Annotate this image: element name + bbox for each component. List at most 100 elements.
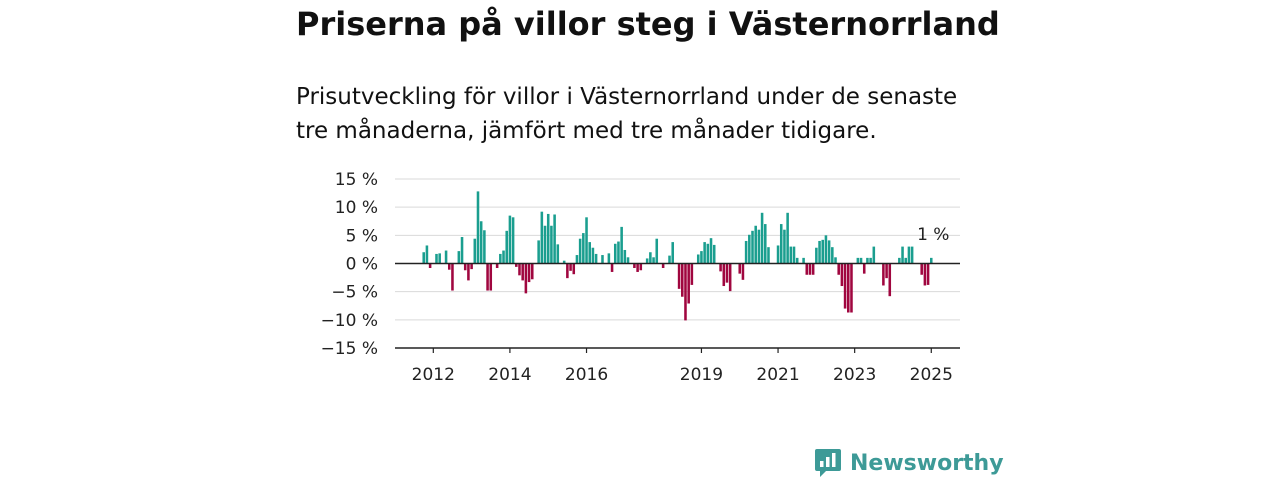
bar	[649, 252, 652, 264]
bar	[578, 238, 582, 264]
bar	[846, 263, 850, 313]
chart-subtitle: Prisutveckling för villor i Västernorrla…	[296, 84, 958, 144]
brand-name: Newsworthy	[850, 450, 1004, 476]
y-tick-label: −10 %	[321, 311, 378, 331]
bar	[486, 263, 489, 291]
bar	[789, 246, 793, 264]
bar	[607, 253, 611, 264]
bar	[904, 257, 908, 264]
bar	[920, 263, 923, 275]
bar	[856, 257, 860, 264]
bar	[623, 249, 627, 264]
y-tick-label: 5 %	[346, 226, 378, 246]
bar	[684, 263, 687, 321]
newsworthy-logo-icon	[815, 449, 841, 477]
bar	[524, 263, 528, 294]
bar	[460, 237, 464, 264]
bar	[428, 263, 432, 269]
bar	[687, 263, 690, 304]
last-value-label: 1 %	[917, 225, 949, 245]
bar	[815, 247, 818, 264]
bar	[866, 257, 869, 264]
bar	[502, 250, 505, 264]
bar	[751, 230, 754, 264]
bar	[767, 247, 770, 264]
bar	[712, 244, 716, 264]
bar	[696, 254, 700, 264]
bar	[422, 252, 426, 264]
bar	[869, 257, 872, 264]
bar	[601, 255, 604, 264]
bar	[562, 260, 566, 264]
bar	[681, 263, 684, 297]
newsworthy-logo: Newsworthy	[814, 446, 1004, 480]
x-tick-label: 2021	[756, 365, 799, 385]
bars	[422, 191, 933, 321]
bar	[754, 225, 757, 264]
bar	[530, 263, 534, 280]
x-tick-label: 2012	[412, 365, 455, 385]
bar	[850, 263, 853, 313]
bar	[575, 255, 579, 264]
x-tick-label: 2014	[488, 365, 531, 385]
x-tick-label: 2019	[680, 365, 723, 385]
bar	[476, 191, 480, 264]
bar	[677, 263, 681, 289]
bar	[923, 263, 927, 286]
bar	[505, 230, 508, 264]
bar	[588, 242, 591, 264]
bar	[633, 263, 636, 269]
bar	[888, 263, 892, 297]
bar	[613, 243, 617, 264]
bar	[540, 211, 544, 264]
x-axis: 2012 2014 2016 2019 2021 2023 2025	[395, 347, 960, 385]
bar	[824, 235, 828, 264]
bar	[910, 246, 914, 264]
y-tick-label: 15 %	[335, 170, 378, 190]
bar	[473, 238, 477, 264]
bar	[885, 263, 888, 279]
bar	[457, 251, 461, 264]
bar	[425, 245, 429, 264]
bar	[898, 257, 901, 264]
bar	[805, 263, 809, 275]
bar	[556, 244, 560, 264]
bar	[779, 224, 783, 264]
bar	[690, 263, 694, 285]
bar	[827, 240, 831, 264]
y-tick-label: −5 %	[331, 283, 378, 303]
bar	[636, 263, 639, 272]
bar	[808, 263, 812, 275]
bar	[929, 257, 933, 264]
bar	[489, 263, 493, 291]
bar	[652, 257, 655, 264]
bar	[661, 263, 665, 269]
bar	[569, 263, 572, 271]
bar	[818, 240, 821, 264]
annotations: 1 %	[917, 225, 949, 245]
bar	[582, 233, 585, 264]
bar	[792, 246, 796, 264]
bar	[831, 247, 834, 264]
bar	[508, 215, 512, 264]
bar	[479, 221, 483, 264]
y-axis-ticks: 15 % 10 % 5 % 0 % −5 % −10 % −15 %	[321, 170, 378, 359]
bar	[795, 257, 799, 264]
bar	[744, 240, 748, 264]
bar	[882, 263, 885, 286]
bar	[671, 242, 674, 264]
bar	[591, 247, 595, 264]
bar	[786, 212, 789, 264]
bar	[546, 213, 550, 264]
bar	[585, 217, 588, 264]
bar	[859, 257, 863, 264]
x-tick-label: 2025	[910, 365, 953, 385]
x-tick-label: 2016	[565, 365, 608, 385]
bar	[901, 246, 904, 264]
y-tick-label: 10 %	[335, 198, 378, 218]
bar	[709, 238, 713, 264]
bar	[499, 253, 502, 264]
bar	[470, 263, 473, 270]
bar	[760, 212, 764, 264]
bar	[837, 263, 840, 275]
